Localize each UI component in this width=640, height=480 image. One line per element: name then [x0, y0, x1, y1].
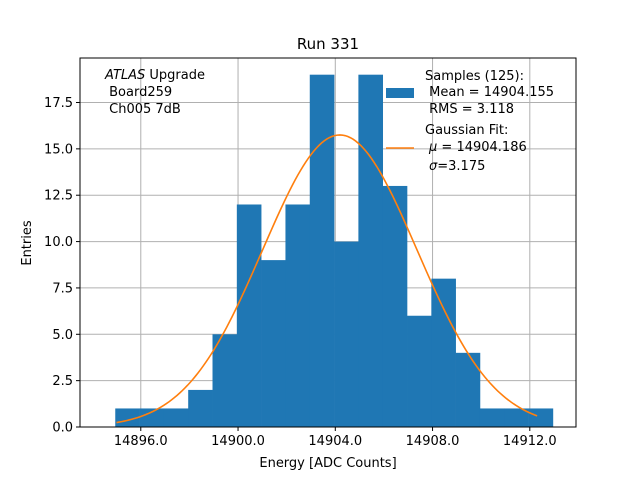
legend-fit-mu: μ = 14904.186 — [428, 140, 527, 155]
legend-samples-mean: Mean = 14904.155 — [425, 85, 554, 100]
y-tick-label: 17.5 — [44, 96, 73, 111]
histogram-bar — [431, 278, 456, 427]
y-tick-label: 10.0 — [44, 235, 73, 250]
histogram-bar — [212, 334, 238, 427]
histogram-bar — [455, 352, 481, 427]
y-tick-label: 7.5 — [52, 281, 73, 296]
y-tick-label: 2.5 — [52, 374, 73, 389]
y-tick-label: 15.0 — [44, 142, 73, 157]
histogram-bar — [334, 241, 359, 427]
gaussian-fit-curve — [116, 134, 538, 424]
chart-title: Run 331 — [297, 35, 359, 53]
y-axis-ticks: 0.0 2.5 5.0 7.5 10.0 12.5 15.0 17.5 — [44, 96, 80, 436]
x-axis-label: Energy [ADC Counts] — [259, 456, 396, 471]
histogram-bar — [358, 74, 384, 427]
legend-samples-swatch — [386, 88, 414, 98]
histogram-bar — [261, 260, 286, 427]
legend-fit-title: Gaussian Fit: — [425, 123, 508, 138]
annotation-atlas-italic: ATLAS — [104, 68, 145, 83]
x-tick-label: 14912.0 — [503, 434, 557, 449]
x-axis-ticks: 14896.0 14900.0 14904.0 14908.0 14912.0 — [114, 427, 557, 449]
legend-samples-rms: RMS = 3.118 — [425, 102, 514, 117]
x-tick-label: 14904.0 — [308, 434, 362, 449]
legend-samples-title: Samples (125): — [425, 69, 524, 84]
legend-mu-value: = 14904.186 — [437, 140, 526, 155]
histogram-bar — [479, 408, 505, 427]
x-tick-label: 14896.0 — [114, 434, 168, 449]
atlas-annotation: ATLAS Upgrade Board259 Ch005 7dB — [104, 68, 205, 117]
plot-frame — [79, 57, 577, 428]
histogram-bar — [504, 408, 529, 427]
histogram-bar — [528, 408, 554, 427]
x-tick-label: 14900.0 — [211, 434, 265, 449]
legend-mu-symbol: μ — [428, 140, 437, 155]
annotation-upgrade: Upgrade — [145, 68, 205, 83]
y-axis-label: Entries — [20, 220, 35, 266]
y-tick-label: 5.0 — [52, 328, 73, 343]
histogram-bar — [188, 389, 213, 427]
legend-sigma-value: =3.175 — [437, 159, 485, 174]
x-tick-label: 14908.0 — [406, 434, 460, 449]
y-tick-label: 12.5 — [44, 189, 73, 204]
annotation-line-1: ATLAS Upgrade — [104, 68, 205, 83]
histogram-bar — [139, 408, 165, 427]
annotation-line-3: Ch005 7dB — [105, 102, 181, 117]
histogram-bar — [163, 408, 189, 427]
legend-fit-sigma: σ=3.175 — [429, 159, 485, 174]
histogram-bars — [115, 74, 554, 427]
histogram-bar — [382, 185, 408, 427]
histogram-bar — [236, 204, 262, 427]
histogram-bar — [309, 74, 335, 427]
legend-sigma-symbol: σ — [429, 159, 438, 174]
histogram-bar — [285, 204, 311, 427]
annotation-line-2: Board259 — [105, 85, 172, 100]
legend: Samples (125): Mean = 14904.155 RMS = 3.… — [386, 69, 554, 174]
histogram-bar — [407, 315, 432, 427]
y-tick-label: 0.0 — [52, 421, 73, 436]
